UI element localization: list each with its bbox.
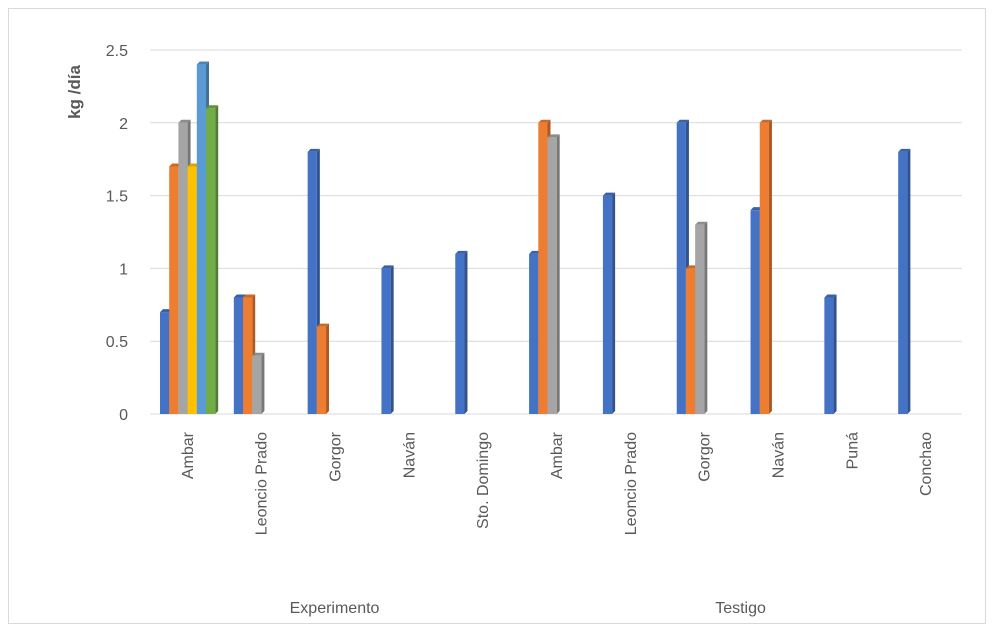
bar-side [261, 352, 265, 414]
bar-top [206, 105, 219, 109]
bar [187, 166, 197, 414]
bar [243, 297, 253, 414]
category-labels: Ambar Leoncio Prado Gorgor Naván Sto. Doming… [180, 431, 935, 535]
category-label: Conchao [918, 432, 935, 496]
bar-top [824, 294, 837, 298]
bar-side [907, 148, 911, 415]
bar [750, 210, 760, 414]
bar-top [160, 309, 173, 313]
bar-top [759, 119, 772, 123]
bar-top [196, 61, 209, 65]
bar [196, 64, 206, 414]
bar [206, 108, 216, 415]
group-label: Testigo [715, 600, 766, 617]
y-tick-label: 2 [119, 116, 128, 133]
y-tick-labels: 0 0.5 1 1.5 2 2.5 [106, 43, 128, 424]
bar-top [381, 265, 394, 269]
bar [529, 253, 539, 414]
category-label: Naván [770, 432, 787, 478]
bar-top [538, 119, 551, 123]
bar-top [252, 352, 265, 356]
bar-top [676, 119, 689, 123]
category-label: Leoncio Prado [254, 432, 271, 535]
group-label: Experimento [290, 600, 380, 617]
bar [695, 224, 705, 414]
bar [898, 151, 908, 415]
bar [455, 253, 465, 414]
bar [538, 122, 548, 415]
bar-top [169, 163, 182, 167]
bar [316, 326, 327, 414]
bar [759, 122, 769, 415]
y-tick-label: 1.5 [106, 189, 128, 206]
bar-top [547, 134, 560, 138]
bar-top [316, 323, 330, 327]
bar [178, 122, 188, 415]
category-label: Puná [844, 432, 861, 469]
bar-top [187, 163, 200, 167]
y-tick-label: 0 [119, 407, 128, 424]
bar-top [685, 265, 699, 269]
y-tick-label: 1 [119, 261, 128, 278]
bar [824, 297, 834, 414]
bar-side [390, 265, 394, 414]
bar-top [233, 294, 247, 298]
bar-top [307, 148, 320, 152]
bar-side [326, 323, 330, 414]
bar-side [612, 192, 616, 414]
bar [381, 268, 391, 414]
category-label: Naván [401, 432, 418, 478]
bar-top [455, 250, 468, 254]
bar [233, 297, 244, 414]
bar-side [464, 250, 468, 414]
group-labels: Experimento Testigo [290, 600, 766, 617]
category-label: Gorgor [697, 431, 714, 481]
bar [547, 137, 557, 415]
bar-top [243, 294, 256, 298]
category-label: Leoncio Prado [623, 432, 640, 535]
bar [602, 195, 613, 414]
bar-top [898, 148, 911, 152]
bar [169, 166, 179, 414]
bar-side [768, 119, 772, 415]
category-label: Gorgor [328, 431, 345, 481]
bar [676, 122, 686, 415]
bar-top [750, 207, 763, 211]
y-tick-label: 0.5 [106, 334, 128, 351]
bar-top [178, 119, 191, 123]
bar-side [833, 294, 837, 414]
y-axis-title: kg /día [65, 65, 84, 119]
bar-top [602, 192, 616, 196]
bar-top [695, 221, 708, 225]
bar [252, 355, 262, 414]
bar-side [215, 105, 219, 415]
category-label: Ambar [180, 431, 197, 479]
bar [685, 268, 696, 414]
y-tick-label: 2.5 [106, 43, 128, 60]
bar [160, 312, 170, 414]
category-label: Ambar [549, 431, 566, 479]
bar-side [704, 221, 708, 414]
bar [307, 151, 317, 415]
bar-side [556, 134, 560, 415]
bars [160, 61, 911, 415]
bar-top [529, 250, 542, 254]
category-label: Sto. Domingo [475, 432, 492, 529]
